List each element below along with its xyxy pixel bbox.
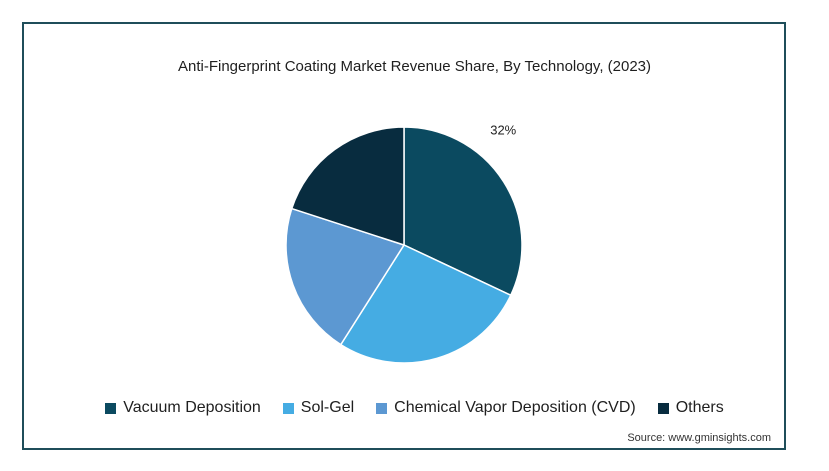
legend-swatch [376,402,388,414]
chart-title: Anti-Fingerprint Coating Market Revenue … [177,58,652,75]
legend-label: Others [675,399,724,416]
slice-data-label: 32% [490,123,516,138]
legend-swatch [282,402,294,414]
legend-swatch [105,402,117,414]
pie-slice-chemical-vapor-deposition-cvd [285,207,406,346]
legend-label: Chemical Vapor Deposition (CVD) [394,399,636,416]
legend-item-cvd: Chemical Vapor Deposition (CVD) [376,399,636,417]
legend-item-sol-gel: Sol-Gel [282,399,355,417]
legend-label: Sol-Gel [300,399,355,416]
pie-slice-vacuum-deposition [403,126,523,297]
pie-slice-sol-gel [339,244,512,364]
chart-legend: Vacuum Deposition Sol-Gel Chemical Vapor… [0,399,829,417]
source-note: Source: www.gminsights.com [627,432,771,444]
legend-label: Vacuum Deposition [123,399,261,416]
legend-item-others: Others [657,399,724,417]
legend-swatch [657,402,669,414]
legend-item-vacuum-deposition: Vacuum Deposition [105,399,261,417]
pie-slice-others [290,126,405,247]
